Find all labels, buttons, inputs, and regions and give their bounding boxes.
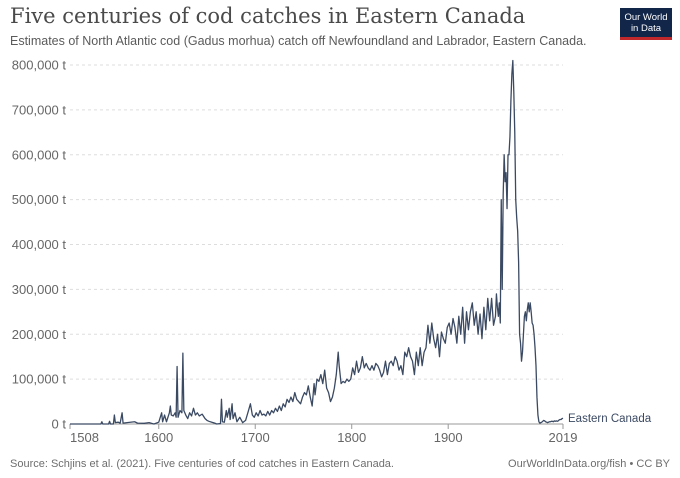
series-line[interactable] bbox=[70, 59, 564, 425]
y-tick-label: 100,000 t bbox=[12, 372, 67, 387]
owid-logo[interactable]: Our World in Data bbox=[620, 8, 672, 40]
logo-line-2: in Data bbox=[630, 23, 662, 34]
chart-title: Five centuries of cod catches in Eastern… bbox=[10, 4, 526, 28]
y-tick-label: 700,000 t bbox=[12, 102, 67, 117]
y-tick-label: 300,000 t bbox=[12, 282, 67, 297]
y-tick-label: 600,000 t bbox=[12, 147, 67, 162]
footer-url-link[interactable]: OurWorldInData.org/fish • CC BY bbox=[508, 458, 670, 470]
y-tick-label: 400,000 t bbox=[12, 237, 67, 252]
logo-line-1: Our World bbox=[624, 12, 668, 23]
x-tick-label: 1900 bbox=[434, 430, 463, 445]
source-note: Source: Schjins et al. (2021). Five cent… bbox=[10, 458, 394, 470]
x-tick-label: 2019 bbox=[549, 430, 578, 445]
y-tick-label: 500,000 t bbox=[12, 192, 67, 207]
x-axis-tick-labels: 1508 1600 1700 1800 1900 2019 bbox=[69, 424, 578, 445]
x-tick-label: 1600 bbox=[144, 430, 173, 445]
y-tick-label: 200,000 t bbox=[12, 327, 67, 342]
y-axis-tick-labels: 0 t 100,000 t 200,000 t 300,000 t 400,000 t 5… bbox=[12, 58, 67, 432]
y-tick-label: 0 t bbox=[52, 417, 67, 432]
x-tick-label: 1800 bbox=[337, 430, 366, 445]
y-tick-label: 800,000 t bbox=[12, 58, 67, 73]
grid-layer bbox=[70, 64, 563, 425]
chart-subtitle: Estimates of North Atlantic cod (Gadus m… bbox=[10, 34, 587, 48]
line-chart: 0 t 100,000 t 200,000 t 300,000 t 400,000 t 5… bbox=[12, 58, 652, 446]
x-tick-label: 1700 bbox=[241, 430, 270, 445]
x-tick-label: 1508 bbox=[70, 430, 99, 445]
series-label: Eastern Canada bbox=[568, 413, 652, 425]
series-layer: Eastern Canada bbox=[70, 59, 652, 425]
